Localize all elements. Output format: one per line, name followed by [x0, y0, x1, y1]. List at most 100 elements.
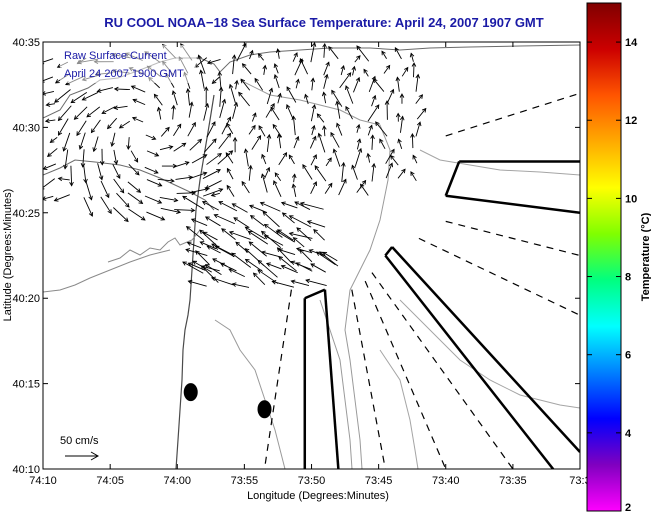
current-vector [333, 149, 341, 167]
current-vector [296, 248, 312, 254]
current-vector-head [192, 260, 198, 265]
current-vector [336, 101, 341, 119]
current-vector [351, 165, 358, 180]
current-vector [311, 78, 314, 91]
current-vector [205, 264, 222, 276]
current-vector-head [351, 65, 357, 71]
current-vector [416, 108, 427, 120]
colorbar-tick-label: 12 [625, 115, 637, 127]
current-vector [127, 192, 143, 204]
current-vector [97, 163, 103, 180]
current-vector [325, 157, 332, 167]
y-tick-label: 40:15 [12, 379, 40, 391]
current-vector-head [204, 264, 210, 269]
current-vector [97, 87, 114, 92]
current-vector [182, 195, 205, 210]
current-vector [415, 74, 419, 92]
current-vector-head [43, 196, 47, 201]
current-vector-head [243, 148, 249, 154]
current-vector [353, 77, 360, 93]
current-vector-head [277, 229, 282, 234]
current-vector-head [80, 162, 86, 168]
current-vector-head [261, 153, 266, 159]
current-vector [188, 280, 207, 287]
current-vector-head [70, 98, 76, 104]
current-vector [401, 67, 409, 77]
current-vector-head [168, 145, 174, 150]
current-vector-head [415, 73, 421, 79]
current-vector-head [385, 64, 391, 70]
current-vector-head [275, 48, 281, 54]
current-vector [113, 149, 118, 165]
current-vector [198, 55, 206, 75]
current-vector [132, 117, 144, 123]
current-vector-head [306, 220, 312, 225]
current-vector [192, 260, 212, 273]
current-vector-head [325, 61, 330, 67]
current-vector [307, 220, 326, 228]
current-vector-head [107, 209, 112, 215]
current-vector-head [328, 45, 333, 51]
current-vector [212, 258, 227, 267]
current-vector [258, 53, 264, 61]
current-vector-head [210, 192, 216, 197]
current-vector [323, 92, 327, 104]
current-vector-head [363, 68, 368, 74]
current-vector [112, 164, 121, 179]
legend-line-2: April 24 2007 1900 GMT [64, 68, 184, 80]
current-vector [289, 215, 312, 228]
current-vector [371, 163, 375, 182]
current-vector-head [181, 142, 187, 148]
current-vector [264, 235, 284, 246]
colorbar-tick-label: 8 [625, 272, 631, 284]
current-vector [336, 123, 343, 136]
current-vector [293, 174, 296, 183]
current-vector-head [86, 112, 92, 118]
current-vector-head [265, 166, 271, 172]
current-vector [293, 237, 305, 248]
current-vector-head [335, 100, 340, 106]
current-vector-head [256, 135, 262, 140]
current-vector-head [106, 124, 112, 130]
current-vector-head [270, 106, 275, 112]
current-vector [74, 106, 88, 120]
current-vector [385, 163, 393, 179]
current-vector-head [268, 87, 274, 93]
current-vector-head [308, 249, 314, 254]
current-vector [235, 80, 238, 90]
x-tick-label: 73:50 [298, 475, 326, 487]
current-vector-head [90, 128, 96, 134]
current-vector-head [356, 45, 361, 51]
current-vector [245, 226, 266, 240]
current-vector [383, 65, 391, 74]
current-vector-head [322, 125, 327, 130]
legend-box [60, 45, 196, 83]
current-vector-head [199, 229, 204, 235]
current-vector-head [53, 197, 59, 202]
current-vector-head [401, 168, 406, 174]
current-vector [58, 105, 72, 121]
current-vector [254, 78, 264, 91]
current-vector [317, 113, 325, 123]
colorbar-tick-label: 2 [625, 502, 631, 514]
current-vector [278, 152, 287, 166]
current-vector-head [235, 241, 241, 247]
current-vector [240, 78, 251, 91]
current-vector-head [330, 131, 335, 137]
current-vector-head [372, 94, 377, 100]
current-vector-head [254, 77, 259, 83]
current-vector [205, 180, 222, 189]
current-vector-head [399, 93, 405, 98]
current-vector [64, 149, 69, 169]
current-vector-head [182, 261, 187, 266]
current-vector-head [216, 169, 221, 174]
current-vector [159, 197, 178, 201]
current-vector [200, 70, 205, 89]
current-vector-head [324, 73, 329, 79]
current-vector-head [262, 64, 268, 70]
current-vector-head [260, 230, 266, 236]
current-vector [390, 155, 399, 166]
current-vector [70, 91, 88, 103]
current-vector [294, 201, 311, 210]
current-vector-head [201, 201, 207, 206]
